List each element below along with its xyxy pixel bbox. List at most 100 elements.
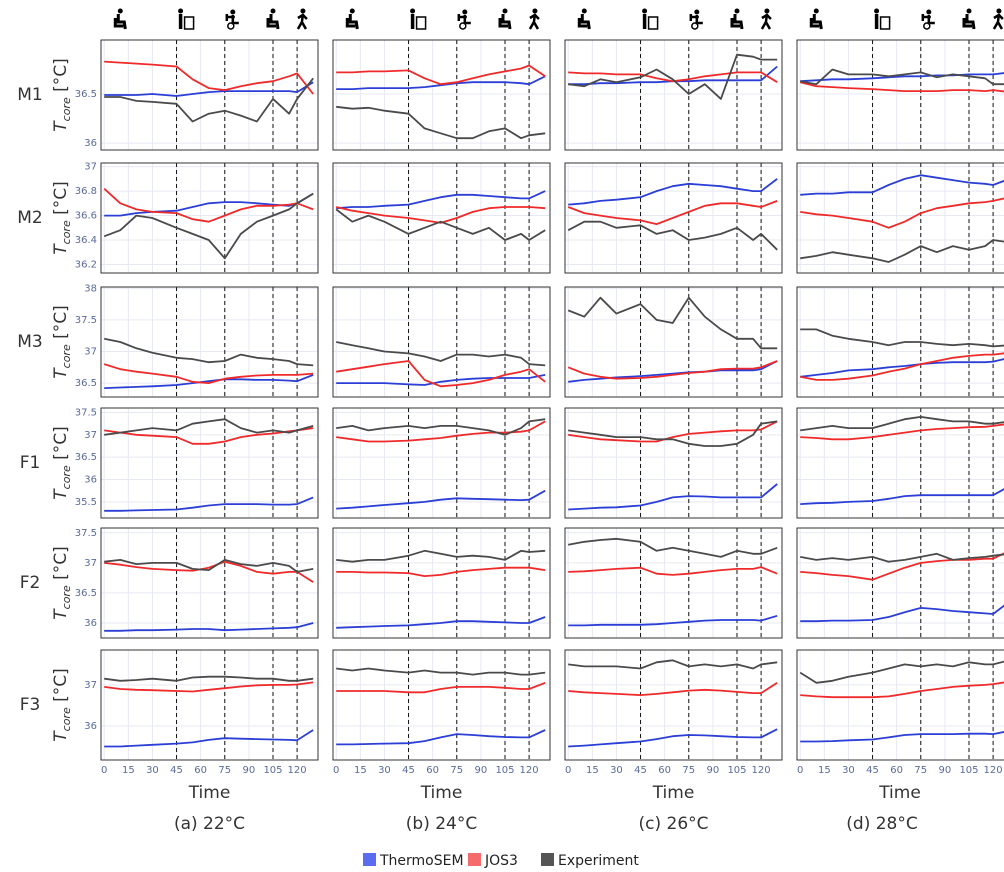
x-tick-label: 60 [194, 765, 207, 776]
panel-bg [333, 287, 550, 397]
y-subscript: core [60, 97, 73, 121]
series-line [103, 192, 314, 260]
series-line [336, 681, 546, 694]
panel [797, 408, 1004, 518]
series-line [336, 105, 546, 140]
series-line [336, 75, 546, 90]
series-line [104, 77, 314, 123]
series-line [104, 81, 314, 97]
series-line [800, 68, 1004, 86]
y-tick-label: 36 [84, 475, 97, 486]
panel [333, 528, 550, 638]
panel-frame [564, 162, 783, 274]
legend-label: Experiment [558, 853, 639, 869]
x-tick-label: 60 [658, 765, 671, 776]
y-symbol: T [51, 730, 71, 742]
panel-frame [796, 39, 1004, 151]
activity-icon [992, 7, 1004, 31]
x-tick-label: 120 [752, 765, 771, 776]
x-tick-label: 30 [146, 765, 159, 776]
y-unit: [°C] [51, 426, 71, 465]
y-tick-label: 36.5 [75, 588, 97, 599]
y-tick-label: 36 [84, 618, 97, 629]
y-unit: [°C] [51, 305, 71, 344]
series-line [104, 675, 314, 682]
x-axis-title: Time [878, 783, 921, 803]
y-unit: [°C] [51, 181, 71, 220]
panel-bg [101, 528, 318, 638]
panel-frame [564, 527, 783, 639]
series-line [568, 659, 778, 670]
series-line [568, 566, 778, 576]
column-caption: (b) 24°C [406, 814, 477, 834]
series-line [568, 360, 778, 383]
series-line [336, 489, 546, 510]
panel-bg [101, 287, 318, 397]
panel-frame [332, 39, 551, 151]
x-tick-label: 105 [727, 765, 746, 776]
panel-bg [565, 528, 782, 638]
y-tick-label: 37 [84, 162, 97, 173]
activity-icon [113, 7, 127, 31]
x-tick-label: 75 [682, 765, 695, 776]
x-axis-title: Time [420, 783, 463, 803]
panel-frame [564, 286, 783, 398]
y-subscript: core [60, 465, 73, 489]
row-label: M2 [17, 208, 42, 228]
panel-frame [100, 162, 319, 274]
activity-icon [730, 7, 744, 31]
panel [333, 650, 550, 760]
panel-frame [796, 649, 1004, 761]
x-tick-label: 30 [378, 765, 391, 776]
series-line [568, 53, 778, 100]
series-line [567, 296, 778, 350]
panel-bg [565, 40, 782, 150]
series-line [800, 488, 1004, 505]
panel-frame [332, 527, 551, 639]
x-tick-label: 120 [288, 765, 307, 776]
x-tick-label: 60 [890, 765, 903, 776]
y-symbol: T [51, 608, 71, 620]
series-line [336, 566, 546, 577]
series-line [800, 239, 1004, 263]
x-tick-label: 105 [959, 765, 978, 776]
series-line [336, 418, 546, 436]
activity-icon [689, 8, 705, 31]
activity-icon [345, 7, 359, 31]
column-caption: (a) 22°C [174, 814, 245, 834]
x-tick-label: 75 [218, 765, 231, 776]
x-tick-label: 75 [914, 765, 927, 776]
row-label: F3 [20, 695, 41, 715]
panel-frame [796, 162, 1004, 274]
x-tick-label: 120 [984, 765, 1003, 776]
x-axis-title: Time [652, 783, 695, 803]
x-tick-label: 90 [707, 765, 720, 776]
x-tick-label: 15 [354, 765, 367, 776]
panel [333, 408, 550, 518]
series-line [568, 178, 778, 206]
panel-frame [332, 162, 551, 274]
panel-bg [333, 528, 550, 638]
y-tick-label: 37 [84, 430, 97, 441]
activity-icon [962, 7, 976, 31]
panel [797, 40, 1004, 150]
y-tick-label: 36 [84, 721, 97, 732]
panel [797, 287, 1004, 397]
y-symbol: T [51, 243, 71, 255]
panel-bg [565, 650, 782, 760]
activity-icon [640, 6, 660, 31]
panel [101, 287, 318, 397]
y-unit: [°C] [51, 546, 71, 585]
series-line [800, 174, 1004, 196]
y-axis-title: Tcore [°C] [51, 668, 73, 742]
activity-icon [176, 6, 196, 31]
panel-frame [332, 649, 551, 761]
x-axis-title: Time [188, 783, 231, 803]
series-line [568, 420, 778, 447]
y-axis-title: Tcore [°C] [51, 305, 73, 379]
series-line [800, 604, 1004, 623]
series-line [568, 71, 778, 83]
series-line [800, 552, 1004, 581]
panel [797, 650, 1004, 760]
y-symbol: T [51, 120, 71, 132]
